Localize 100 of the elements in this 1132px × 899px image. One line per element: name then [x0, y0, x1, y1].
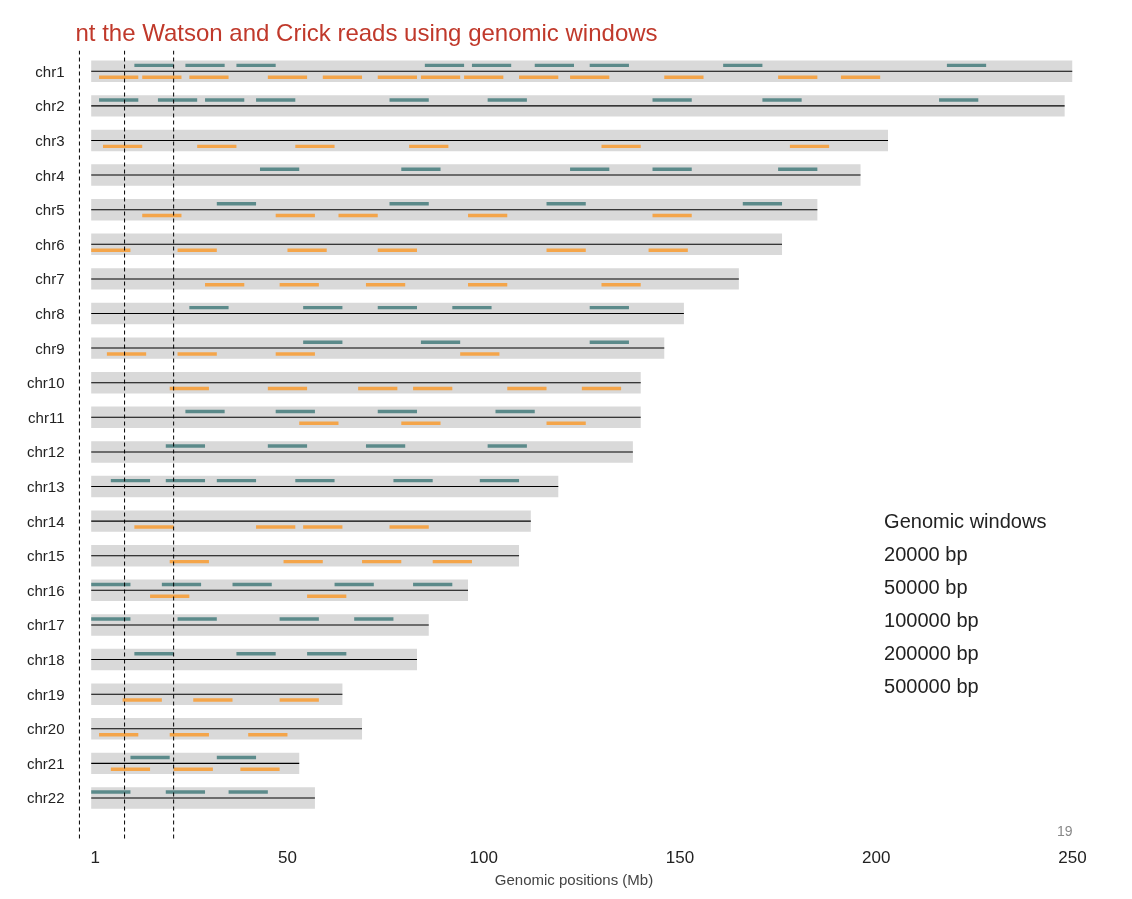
x-tick-label: 50	[278, 847, 297, 867]
bar	[742, 202, 783, 206]
bar	[267, 444, 308, 448]
x-tick-label: 250	[1058, 847, 1087, 867]
bar	[91, 129, 889, 152]
y-tick-label: chr6	[35, 235, 65, 253]
bar	[377, 75, 417, 79]
bar	[365, 283, 406, 287]
bar	[91, 164, 861, 186]
bar	[142, 75, 182, 79]
bar	[648, 248, 688, 252]
bar	[464, 75, 504, 79]
y-tick-label: chr8	[35, 305, 65, 322]
bar	[299, 421, 339, 425]
y-tick-label: chr3	[35, 131, 65, 149]
bar	[205, 283, 245, 287]
bar	[91, 248, 131, 252]
y-tick-label: chr11	[28, 408, 65, 426]
bar	[570, 167, 610, 171]
bar	[377, 248, 417, 252]
bar	[91, 441, 633, 463]
bar	[177, 617, 217, 621]
bar	[420, 340, 461, 344]
y-tick-label: chr9	[35, 339, 65, 357]
bar	[487, 444, 527, 448]
bar	[401, 167, 441, 171]
bar	[322, 75, 363, 79]
y-tick-label: chr16	[26, 581, 65, 599]
bar	[150, 594, 190, 598]
annotation: 50000 bp	[884, 575, 968, 598]
bar	[267, 75, 308, 79]
bar	[99, 98, 139, 102]
bar	[389, 525, 429, 529]
bar	[122, 698, 162, 702]
x-tick-label: 100	[469, 847, 498, 867]
y-tick-label: chr1	[35, 62, 65, 80]
bar	[546, 202, 586, 206]
bar	[652, 167, 692, 171]
bar	[487, 98, 527, 102]
bar	[91, 617, 131, 621]
bar	[420, 75, 461, 79]
bar	[134, 525, 174, 529]
y-tick-label: chr19	[26, 685, 65, 703]
bar	[177, 248, 217, 252]
bar	[778, 167, 818, 171]
bar	[389, 202, 429, 206]
bar	[99, 75, 139, 79]
bar	[256, 525, 296, 529]
bar	[91, 268, 739, 290]
y-tick-label: chr7	[35, 270, 65, 288]
bar	[840, 75, 881, 79]
y-tick-label: chr20	[26, 720, 65, 738]
y-tick-label: chr5	[35, 201, 65, 219]
y-tick-label: chr13	[26, 478, 65, 496]
bar	[401, 421, 441, 425]
bar	[354, 617, 394, 621]
bar	[157, 98, 198, 102]
bar	[303, 340, 343, 344]
y-tick-label: chr14	[26, 512, 65, 530]
bar	[287, 248, 327, 252]
bar	[468, 283, 508, 287]
bar	[228, 790, 268, 794]
chart-title: nt the Watson and Crick reads using genomic windows	[75, 18, 658, 46]
bar	[189, 75, 229, 79]
bar	[165, 444, 206, 448]
bar	[570, 75, 610, 79]
bar	[664, 75, 704, 79]
bar	[91, 790, 131, 794]
y-tick-label: chr12	[26, 443, 65, 461]
x-axis-title: Genomic positions (Mb)	[494, 870, 654, 888]
bar	[307, 594, 347, 598]
bar	[601, 283, 641, 287]
y-tick-label: chr21	[26, 754, 65, 772]
bar	[193, 698, 233, 702]
bar	[519, 75, 559, 79]
bar	[205, 98, 245, 102]
bar	[303, 525, 343, 529]
bar	[91, 648, 417, 671]
bar	[939, 98, 979, 102]
y-tick-label: chr15	[26, 547, 65, 565]
bar	[177, 352, 217, 356]
bar	[165, 790, 206, 794]
x-tick-label: 200	[862, 847, 891, 867]
bar	[546, 421, 586, 425]
bar	[778, 75, 818, 79]
annotation: 200000 bp	[884, 641, 979, 664]
annotation: Genomic windows	[884, 510, 1047, 533]
annotation: 20000 bp	[884, 543, 968, 566]
bar	[256, 98, 296, 102]
bar	[259, 167, 300, 171]
y-tick-label: chr22	[26, 789, 65, 807]
bar	[589, 340, 629, 344]
bar	[389, 98, 429, 102]
x-tick-label: 150	[665, 847, 695, 867]
bar	[279, 283, 319, 287]
annotation: 500000 bp	[884, 674, 979, 697]
bar	[275, 352, 315, 356]
bar	[216, 202, 257, 206]
y-tick-label: chr10	[26, 374, 65, 392]
bar	[365, 444, 406, 448]
